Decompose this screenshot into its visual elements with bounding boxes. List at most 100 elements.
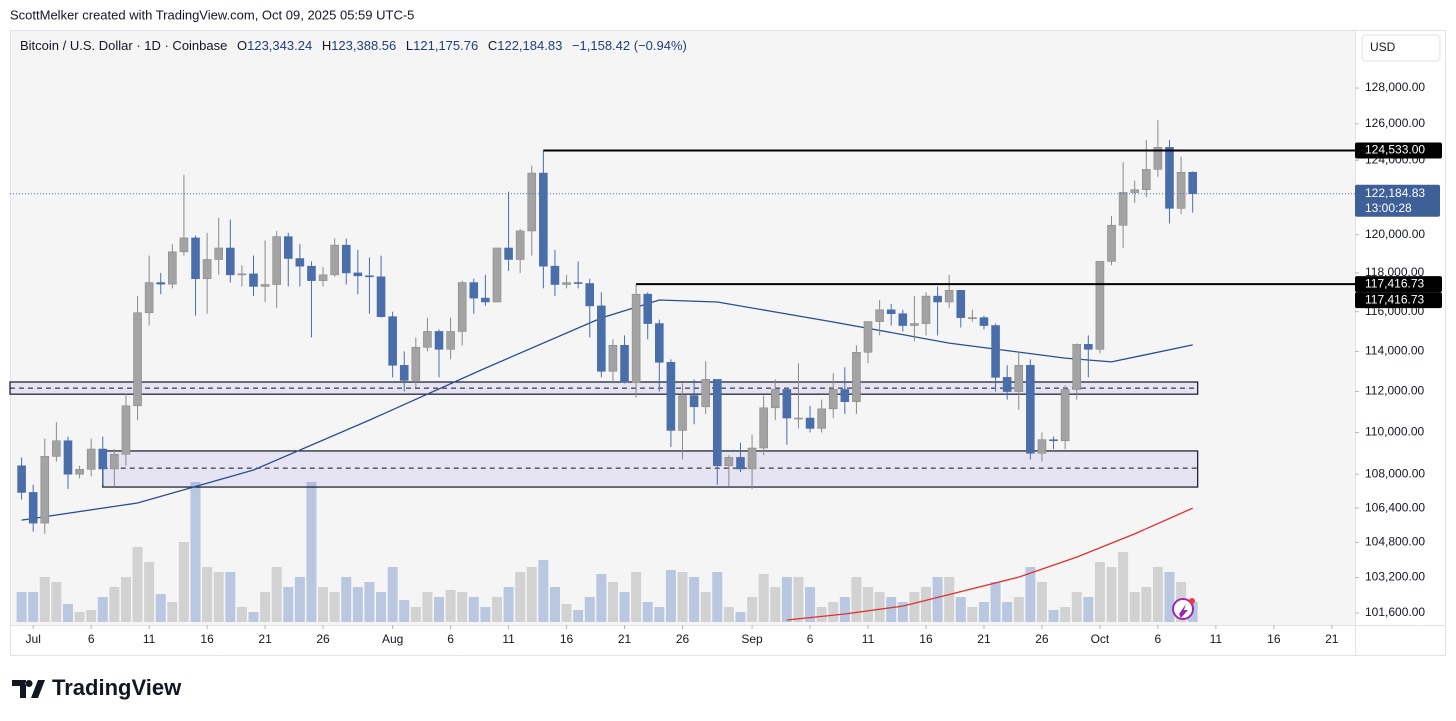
- candle-body: [86, 448, 96, 470]
- candle-body: [689, 395, 699, 408]
- candle-body: [701, 379, 710, 408]
- volume-bar: [236, 607, 247, 622]
- candle-body: [1002, 377, 1012, 392]
- volume-bar: [515, 572, 526, 622]
- volume-bar: [677, 572, 688, 622]
- volume-bar: [561, 604, 572, 622]
- candle-body: [260, 284, 270, 287]
- volume-bar: [51, 582, 62, 622]
- x-tick-label: 26: [316, 632, 330, 646]
- volume-bar: [944, 577, 955, 622]
- volume-bar: [1048, 610, 1059, 622]
- volume-bar: [225, 572, 236, 622]
- candle-body: [527, 172, 537, 232]
- x-tick-label: 6: [1155, 632, 1162, 646]
- candle-body: [492, 247, 502, 303]
- candle-body: [597, 305, 606, 372]
- x-tick-label: Aug: [382, 632, 403, 646]
- candle-body: [608, 345, 618, 372]
- candle-body: [921, 295, 931, 324]
- candle-body: [631, 293, 641, 383]
- candle-body: [283, 236, 293, 259]
- candle-body: [481, 297, 490, 303]
- candle-body: [1176, 171, 1186, 209]
- legend-label: H: [322, 38, 331, 53]
- level-label-box: [1355, 142, 1442, 159]
- volume-bar: [283, 587, 294, 622]
- legend-label: C: [488, 38, 497, 53]
- volume-bar: [1060, 607, 1071, 622]
- volume-bar: [642, 602, 653, 622]
- candle-body: [144, 282, 154, 314]
- volume-bar: [97, 597, 108, 622]
- legend-symbol: Bitcoin / U.S. Dollar · 1D · Coinbase: [20, 38, 227, 53]
- candle-body: [1060, 389, 1070, 442]
- candle-body: [214, 247, 224, 260]
- candle-body: [1130, 189, 1139, 193]
- icon-bolt[interactable]: [1179, 604, 1188, 618]
- candle-body: [469, 282, 479, 299]
- candle-body: [457, 282, 467, 332]
- candle-body: [910, 323, 919, 326]
- volume-bar: [1083, 597, 1094, 622]
- candle-body: [376, 276, 386, 317]
- candle-body: [1165, 147, 1174, 209]
- candle-body: [747, 447, 757, 470]
- volume-bar: [1152, 567, 1163, 622]
- candle-body: [202, 259, 212, 279]
- volume-bar: [399, 600, 410, 622]
- volume-bar: [874, 592, 885, 622]
- icon-dot[interactable]: [1189, 598, 1195, 604]
- candle-body: [1026, 364, 1035, 454]
- candle-body: [237, 273, 247, 276]
- volume-bar: [1118, 552, 1129, 622]
- volume-bar: [1129, 592, 1140, 622]
- x-tick-label: 21: [258, 632, 272, 646]
- candle-body: [805, 417, 815, 429]
- currency-button[interactable]: [1361, 34, 1441, 62]
- candle-body: [944, 290, 954, 303]
- x-tick-label: 16: [919, 632, 933, 646]
- volume-bar: [538, 560, 549, 622]
- currency-label[interactable]: USD: [1370, 40, 1396, 54]
- legend-value: 122,184.83: [497, 38, 562, 53]
- candle-body: [133, 312, 142, 407]
- candle-body: [515, 230, 525, 260]
- volume-bar: [689, 577, 700, 622]
- volume-bar: [549, 587, 560, 622]
- volume-bar: [920, 587, 931, 622]
- volume-bar: [619, 592, 630, 622]
- assistant-icon[interactable]: [1172, 598, 1195, 620]
- x-tick-label: Jul: [26, 632, 41, 646]
- volume-bar: [770, 587, 781, 622]
- volume-bar: [805, 587, 816, 622]
- x-tick-label: Sep: [741, 632, 763, 646]
- x-tick-label: 11: [502, 632, 515, 646]
- volume-bar: [329, 592, 340, 622]
- current-price-label: 122,184.83: [1365, 186, 1425, 200]
- candle-body: [388, 316, 397, 366]
- candle-body: [226, 247, 235, 276]
- volume-bar: [1025, 567, 1036, 622]
- volume-bar: [364, 582, 375, 622]
- volume-bar: [607, 582, 618, 622]
- volume-bar: [781, 577, 792, 622]
- volume-bar: [387, 567, 398, 622]
- x-tick-label: 26: [676, 632, 690, 646]
- volume-bar: [990, 582, 1001, 622]
- candle-body: [1037, 439, 1047, 454]
- volume-bar: [1141, 587, 1152, 622]
- candle-body: [1107, 224, 1116, 262]
- x-tick-label: 16: [1267, 632, 1281, 646]
- candle-body: [295, 258, 305, 267]
- candle-body: [817, 408, 826, 429]
- volume-bar: [294, 577, 305, 622]
- x-tick-label: 26: [1035, 632, 1049, 646]
- candle-body: [678, 395, 687, 431]
- candle-body: [40, 456, 50, 524]
- y-tick-label: 106,400.00: [1365, 500, 1425, 514]
- candle-body: [330, 244, 339, 276]
- volume-bar: [631, 572, 642, 622]
- candle-body: [1014, 364, 1024, 392]
- x-tick-label: Oct: [1091, 632, 1110, 646]
